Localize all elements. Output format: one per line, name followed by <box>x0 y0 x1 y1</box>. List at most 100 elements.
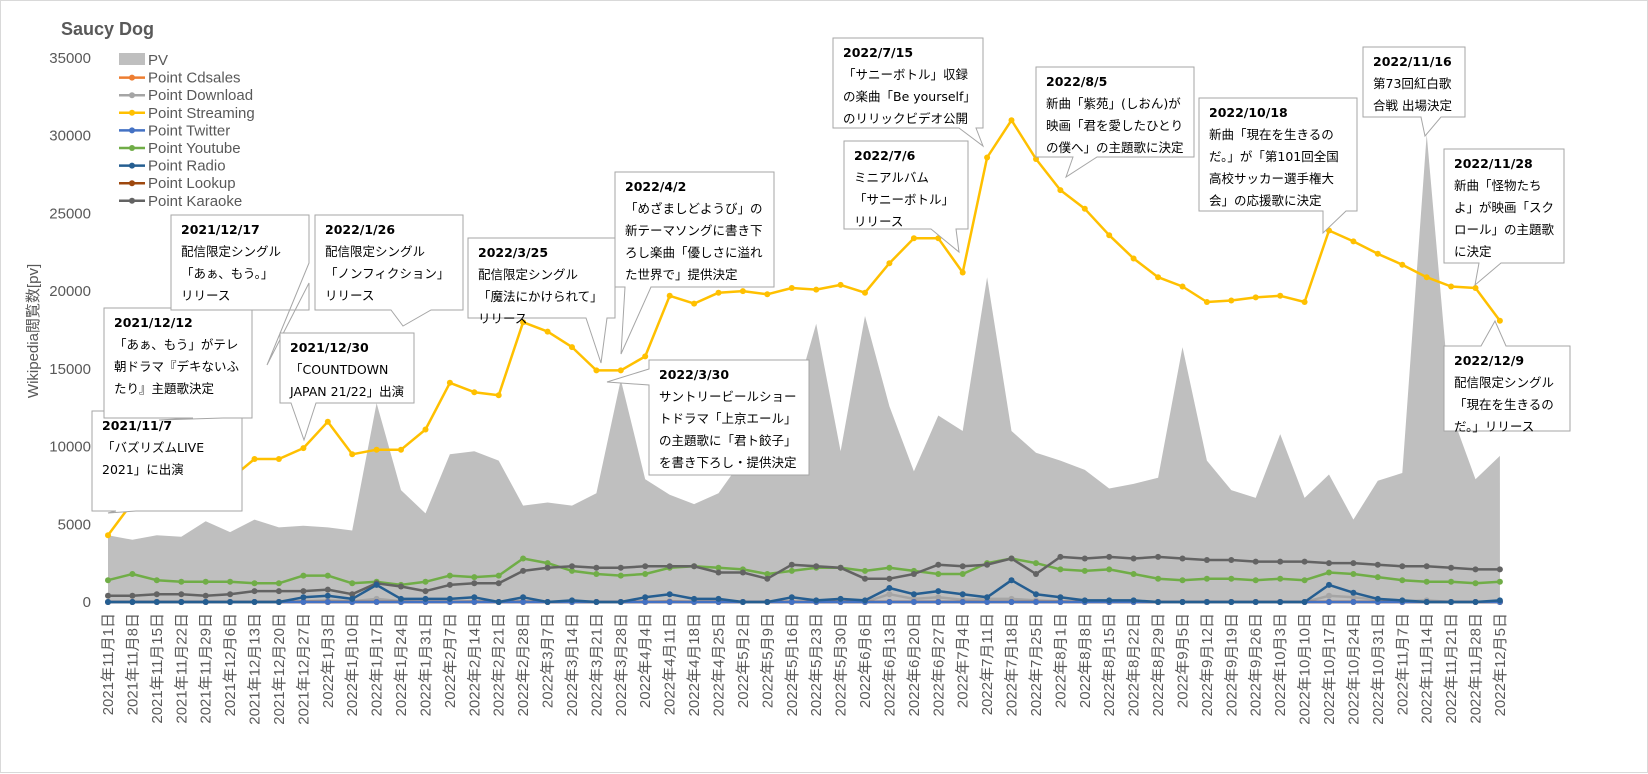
point-karaoke-point <box>471 580 478 587</box>
legend-marker-point-streaming <box>129 109 135 116</box>
callout-box <box>1035 66 1195 179</box>
callout-line: よ」が映画「スク <box>1454 200 1555 215</box>
legend-label-point-youtube: Point Youtube <box>148 140 241 157</box>
point-radio-point <box>373 581 380 588</box>
point-radio-point <box>1399 597 1406 604</box>
point-karaoke-point <box>1350 560 1357 567</box>
x-tick-label: 2022年9月12日 <box>1199 613 1216 716</box>
point-radio-point <box>1155 599 1162 605</box>
point-radio-point <box>691 595 698 602</box>
point-radio-point <box>1350 589 1357 596</box>
legend-marker-point-lookup <box>129 180 135 187</box>
point-radio-point <box>275 599 282 605</box>
point-radio-line <box>108 578 1500 604</box>
y-tick-label: 0 <box>83 594 91 611</box>
point-radio-point <box>1179 599 1186 605</box>
x-tick-label: 2022年10月10日 <box>1297 613 1314 725</box>
x-tick-label: 2022年5月9日 <box>759 613 776 708</box>
x-tick-label: 2022年4月18日 <box>686 613 703 716</box>
legend-label-point-twitter: Point Twitter <box>148 122 230 139</box>
callout-line: 高校サッカー選手権大 <box>1209 171 1335 186</box>
point-radio-point <box>153 599 160 605</box>
callout-text: 2022/11/16 第73回紅白歌 合戦 出場決定 <box>1373 51 1452 117</box>
point-streaming-point <box>300 445 307 452</box>
point-karaoke-point <box>227 591 234 598</box>
x-tick-label: 2022年11月7日 <box>1394 613 1411 715</box>
callout-date: 2022/4/2 <box>625 179 687 194</box>
point-youtube-point <box>1179 577 1186 584</box>
point-radio-point <box>617 599 624 605</box>
x-tick-label: 2022年9月26日 <box>1248 613 1265 716</box>
point-radio-point <box>544 599 551 605</box>
point-streaming-point <box>617 367 624 374</box>
callout-line: ろし楽曲「優しさに溢れ <box>625 245 763 260</box>
point-streaming-point <box>422 426 429 433</box>
point-karaoke-point <box>1252 558 1259 565</box>
point-youtube-point <box>1057 566 1064 573</box>
point-radio-point <box>837 595 844 602</box>
x-tick-label: 2022年6月6日 <box>857 613 874 708</box>
point-streaming-point <box>1374 250 1381 257</box>
point-youtube-point <box>593 571 600 577</box>
callout-line: ロール」の主題歌 <box>1454 222 1555 237</box>
callout-text: 2021/11/7 「バズリズムLIVE 2021」に出演 <box>102 415 204 481</box>
chart-title: Saucy Dog <box>61 19 154 39</box>
point-karaoke-point <box>1203 557 1210 563</box>
point-karaoke-line <box>108 555 1500 598</box>
point-karaoke-point <box>1423 563 1430 570</box>
x-tick-label: 2022年10月24日 <box>1345 613 1362 725</box>
point-radio-point <box>422 595 429 602</box>
point-streaming-point <box>1008 117 1015 124</box>
point-download-point <box>1350 594 1357 601</box>
point-twitter-point <box>910 599 917 605</box>
point-radio-point <box>1057 594 1064 601</box>
point-youtube-point <box>324 572 331 579</box>
callout-box <box>279 332 415 442</box>
callout-line: 2021」に出演 <box>102 462 184 477</box>
point-streaming-point <box>984 154 991 161</box>
point-radio-point <box>1252 599 1259 605</box>
x-tick-label: 2022年5月16日 <box>784 613 801 716</box>
x-tick-label: 2021年11月15日 <box>149 613 166 724</box>
callout-line: 配信限定シングル <box>478 267 579 282</box>
callout-line: 第73回紅白歌 <box>1373 76 1452 91</box>
callout-line: 「現在を生きるの <box>1454 397 1554 412</box>
callout-text: 2022/8/5 新曲「紫苑」(しおん)が 映画「君を愛したひとり の僕へ」の主題歌に… <box>1046 71 1184 159</box>
point-twitter-point <box>520 599 527 605</box>
point-youtube-point <box>1106 566 1113 573</box>
point-streaming-point <box>813 286 820 293</box>
point-twitter-point <box>1326 599 1332 605</box>
callout-line: 合戦 出場決定 <box>1373 98 1452 113</box>
callout-line: リリース <box>325 288 375 303</box>
point-radio-point <box>202 599 209 605</box>
y-tick-label: 10000 <box>49 439 91 456</box>
point-streaming-point <box>520 319 527 326</box>
point-radio-point <box>398 595 404 602</box>
callout-date: 2021/12/12 <box>114 315 193 330</box>
point-youtube-point <box>1374 574 1381 581</box>
x-tick-label: 2022年9月19日 <box>1223 613 1240 716</box>
point-karaoke-point <box>202 592 209 599</box>
point-radio-point <box>788 594 795 601</box>
point-karaoke-point <box>1496 566 1503 573</box>
point-karaoke-point <box>1155 553 1162 560</box>
point-twitter-point <box>1350 599 1357 605</box>
callout-box <box>170 214 310 366</box>
x-tick-label: 2022年1月3日 <box>320 613 337 708</box>
point-karaoke-point <box>520 567 527 574</box>
callout-line: だ。」が「第101回全国 <box>1209 149 1339 164</box>
point-radio-point <box>642 594 649 601</box>
point-youtube-point <box>1277 575 1284 582</box>
point-karaoke-point <box>1448 564 1455 571</box>
callout-date: 2022/11/28 <box>1454 156 1533 171</box>
point-radio-point <box>1228 599 1235 605</box>
point-karaoke-point <box>398 583 404 590</box>
x-tick-label: 2021年12月6日 <box>222 613 239 716</box>
point-karaoke-point <box>1008 555 1015 562</box>
point-streaming-point <box>691 300 698 307</box>
point-radio-point <box>984 594 991 601</box>
x-tick-label: 2022年4月11日 <box>662 613 679 715</box>
callout-line: 「ノンフィクション」 <box>325 266 450 281</box>
point-youtube-point <box>886 564 893 571</box>
